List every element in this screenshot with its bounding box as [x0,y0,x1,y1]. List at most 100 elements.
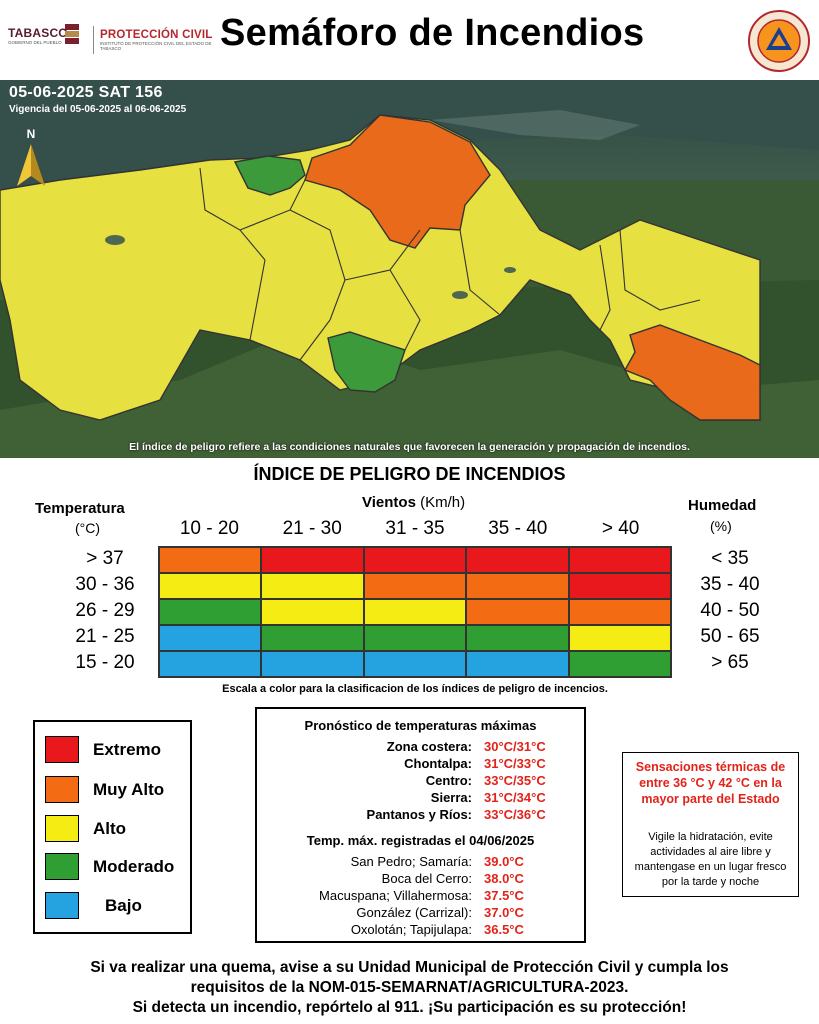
matrix-cell [261,547,364,573]
legend-label: Extremo [93,740,162,759]
matrix-row [159,573,672,599]
wind-header-label: Vientos [362,494,416,511]
matrix-cell [363,599,467,625]
humidity-range: 35 - 40 [700,574,760,595]
recorded-temps-title: Temp. máx. registradas el 04/06/2025 [306,833,535,848]
heat-sensation-box: Sensaciones térmicas de entre 36 °C y 42… [622,752,799,897]
recorded-row: San Pedro; Samaría: 39.0°C [257,854,584,871]
proteccion-civil-seal-icon [748,10,810,72]
humidity-range: 40 - 50 [700,600,760,621]
temperature-range: > 37 [86,548,124,569]
forecast-value: 30°C/31°C [484,739,546,754]
humidity-range: 50 - 65 [700,626,760,647]
humidity-range: < 35 [711,548,749,569]
proteccion-civil-logo-subtext: INSTITUTO DE PROTECCIÓN CIVIL DEL ESTADO… [100,41,212,51]
wind-range: 21 - 30 [282,518,342,539]
forecast-value: 33°C/35°C [484,773,546,788]
page-title: Semáforo de Incendios [220,12,645,54]
matrix-cell [466,573,569,599]
recorded-value: 36.5°C [484,922,524,937]
temperature-unit: (°C) [75,520,101,536]
matrix-cell [568,547,672,573]
map-validity: Vigencia del 05-06-2025 al 06-06-2025 [9,104,187,115]
map-date: 05-06-2025 SAT 156 [9,84,163,101]
matrix-cell [363,651,467,677]
wind-range: 31 - 35 [385,518,445,539]
recorded-row: González (Carrizal): 37.0°C [257,905,584,922]
humidity-range: > 65 [711,652,749,673]
recorded-value: 39.0°C [484,854,524,869]
tabasco-logo-text: TABASCO [8,26,68,40]
proteccion-civil-logo: PROTECCIÓN CIVIL INSTITUTO DE PROTECCIÓN… [100,29,218,51]
matrix-cell [159,625,262,651]
recorded-row: Boca del Cerro: 38.0°C [257,871,584,888]
forecast-region: Zona costera: [386,739,472,754]
header: TABASCO GOBIERNO DEL PUEBLO PROTECCIÓN C… [0,0,819,80]
temperature-range-labels: > 37 30 - 36 26 - 29 21 - 25 15 - 20 [60,546,150,676]
matrix-row [159,599,672,625]
legend-item-bajo: Bajo [45,892,190,919]
wind-range-headers: 10 - 20 21 - 30 31 - 35 35 - 40 > 40 [158,518,672,542]
map-disclaimer: El índice de peligro refiere a las condi… [129,441,690,453]
matrix-cell [363,547,467,573]
legend-swatch [45,815,79,842]
temperature-range: 30 - 36 [75,574,135,595]
forecast-region: Chontalpa: [404,756,472,771]
matrix-row [159,651,672,677]
legend-label: Moderado [93,857,175,876]
forecast-region: Centro: [425,773,472,788]
legend-item-moderado: Moderado [45,853,190,880]
matrix-cell [466,651,569,677]
forecast-row: Centro: 33°C/35°C [257,773,584,790]
matrix-cell [159,651,262,677]
recorded-value: 38.0°C [484,871,524,886]
wind-header: Vientos (Km/h) [362,494,465,511]
legend-item-alto: Alto [45,815,190,842]
tabasco-logo-subtext: GOBIERNO DEL PUEBLO [8,40,62,45]
humidity-header: Humedad [688,497,757,514]
temperature-header: Temperatura [35,500,125,517]
temperature-range: 21 - 25 [75,626,135,647]
logo-divider [93,26,94,54]
north-arrow-label: N [27,128,36,141]
wind-range: 10 - 20 [179,518,239,539]
proteccion-civil-logo-text: PROTECCIÓN CIVIL [100,29,213,41]
recorded-location: Oxolotán; Tapijulapa: [350,922,472,937]
forecast-value: 31°C/33°C [484,756,546,771]
forecast-row: Sierra: 31°C/34°C [257,790,584,807]
footer-line: requisitos de la NOM-015-SEMARNAT/AGRICU… [190,979,629,996]
legend-item-muy-alto: Muy Alto [45,776,190,803]
recorded-value: 37.5°C [484,888,524,903]
fire-risk-map: 05-06-2025 SAT 156 Vigencia del 05-06-20… [0,80,819,458]
temperature-range: 15 - 20 [75,652,135,673]
matrix-cell [159,599,262,625]
matrix-cell [363,573,467,599]
recorded-location: González (Carrizal): [356,905,472,920]
north-arrow-icon: N [17,128,45,186]
legend-swatch [45,853,79,880]
matrix-cell [568,651,672,677]
humidity-range-labels: < 35 35 - 40 40 - 50 50 - 65 > 65 [680,546,780,676]
legend-label: Alto [93,819,127,838]
matrix-cell [261,651,364,677]
recorded-value: 37.0°C [484,905,524,920]
recorded-location: Boca del Cerro: [381,871,472,886]
matrix-cell [261,573,364,599]
matrix-cell [466,625,569,651]
footer-line: Si detecta un incendio, repórtelo al 911… [132,999,687,1016]
recorded-row: Macuspana; Villahermosa: 37.5°C [257,888,584,905]
matrix-row [159,547,672,573]
legend-swatch [45,736,79,763]
wind-header-unit: (Km/h) [420,494,466,511]
legend-label: Bajo [105,896,142,915]
footer-notice: Si va realizar una quema, avise a su Uni… [0,958,819,1018]
matrix-cell [568,599,672,625]
risk-index-matrix [158,546,672,678]
scale-note: Escala a color para la clasificacion de … [222,683,608,695]
legend-label: Muy Alto [93,780,165,799]
forecast-region: Sierra: [430,790,472,805]
forecast-region: Pantanos y Ríos: [366,807,472,822]
matrix-cell [568,573,672,599]
matrix-cell [261,625,364,651]
forecast-value: 31°C/34°C [484,790,546,805]
